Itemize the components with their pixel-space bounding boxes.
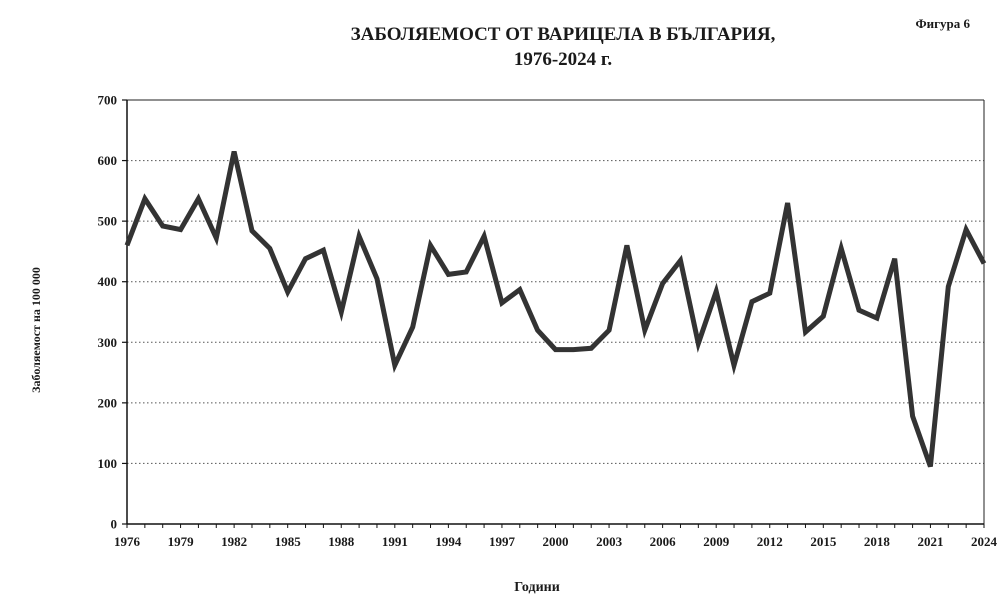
y-tick-label: 500	[98, 214, 118, 229]
x-tick-label: 1985	[275, 534, 302, 549]
gridlines	[127, 160, 984, 464]
chart-title: ЗАБОЛЯЕМОСТ ОТ ВАРИЦЕЛА В БЪЛГАРИЯ,	[351, 24, 776, 45]
x-tick-label: 1976	[114, 534, 141, 549]
x-axis-label: Години	[514, 580, 560, 595]
y-tick-label: 300	[98, 335, 118, 350]
x-tick-label: 1988	[328, 534, 355, 549]
x-tick-label: 1982	[221, 534, 247, 549]
x-tick-label: 2012	[757, 534, 783, 549]
x-tick-label: 2018	[864, 534, 891, 549]
y-tick-label: 200	[98, 395, 118, 410]
series-line	[124, 150, 987, 468]
x-tick-label: 2009	[703, 534, 730, 549]
x-tick-label: 1997	[489, 534, 516, 549]
x-tick-label: 2003	[596, 534, 623, 549]
x-tick-label: 2006	[650, 534, 677, 549]
y-tick-label: 0	[111, 517, 118, 532]
series-group	[124, 150, 987, 468]
y-axis-ticks: 0 100 200 300 400 500 600 700	[98, 93, 127, 532]
x-tick-label: 2015	[810, 534, 837, 549]
y-tick-label: 700	[98, 93, 118, 108]
x-axis-ticks: 1976 1979 1982 1985 1988 1991 1994 1997 2000 2003…	[114, 524, 998, 549]
x-tick-label: 2024	[971, 534, 998, 549]
x-tick-label: 2000	[543, 534, 569, 549]
y-axis-label: Заболяемост на 100 000	[29, 267, 43, 393]
chart-subtitle: 1976-2024 г.	[514, 49, 612, 70]
x-tick-label: 1991	[382, 534, 408, 549]
x-tick-label: 2021	[917, 534, 943, 549]
x-tick-label: 1979	[168, 534, 195, 549]
x-tick-label: 1994	[435, 534, 462, 549]
y-tick-label: 600	[98, 153, 118, 168]
y-tick-label: 100	[98, 456, 118, 471]
axes	[126, 99, 985, 525]
figure-label: Фигура 6	[915, 16, 970, 31]
y-tick-label: 400	[98, 274, 118, 289]
